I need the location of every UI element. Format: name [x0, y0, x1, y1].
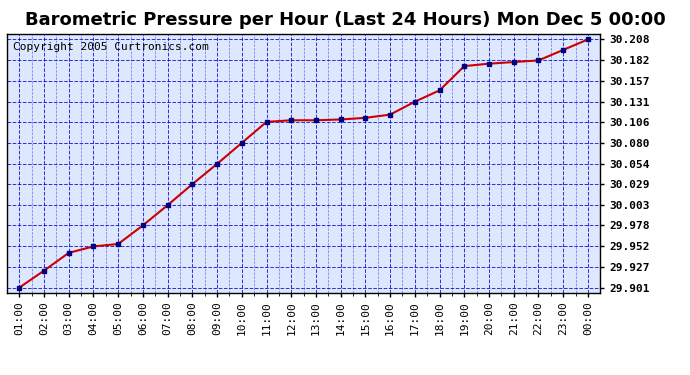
Text: Copyright 2005 Curtronics.com: Copyright 2005 Curtronics.com — [13, 42, 208, 51]
Text: Barometric Pressure per Hour (Last 24 Hours) Mon Dec 5 00:00: Barometric Pressure per Hour (Last 24 Ho… — [25, 11, 665, 29]
